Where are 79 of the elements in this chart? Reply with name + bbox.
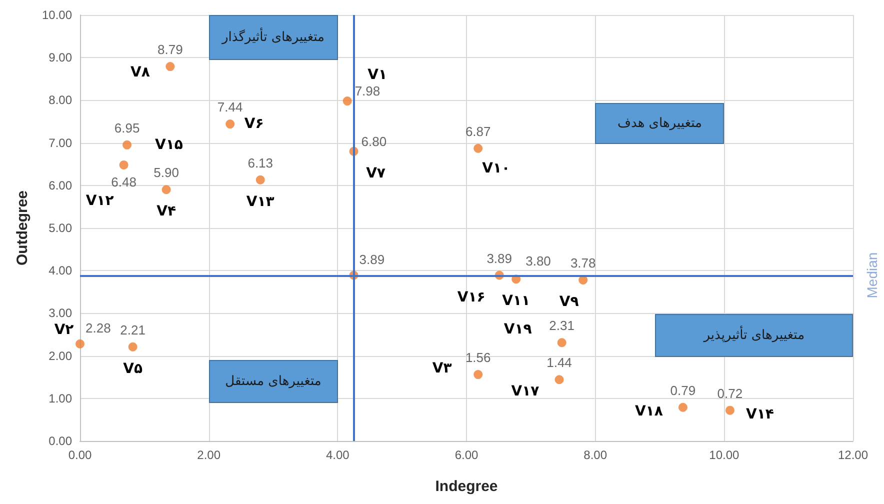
point [474,370,483,380]
annotation: V۶ [244,116,264,132]
text-box: متغییرهای هدف [595,102,724,144]
data-label: 3.80 [526,254,551,269]
x-tick-label: 2.00 [197,448,221,462]
point [128,342,138,352]
data-label: 6.13 [248,155,274,170]
y-tick-label: 2.00 [48,348,72,363]
annotation: V۱۹ [504,322,532,338]
annotation: V۵ [123,360,143,377]
y-tick-label: 9.00 [48,50,72,65]
annotation: V۱۳ [246,194,275,210]
y-tick-label: 0.00 [48,434,72,448]
point [162,185,171,194]
data-label: 2.28 [86,320,111,336]
x-axis-title: Indegree [435,478,498,495]
data-label: 8.79 [158,42,183,58]
point [474,144,483,153]
annotation: V۲ [54,322,74,338]
x-tick-label: 4.00 [326,448,350,462]
x-tick-label: 8.00 [584,448,608,462]
data-label: 5.90 [154,165,179,180]
data-label: 1.56 [465,350,491,366]
annotation: V۷ [366,165,386,182]
annotation: V۸ [130,64,150,81]
point [76,339,84,348]
point [342,96,352,106]
text-box: متغییرهای تأثیرگذار [208,15,338,60]
point [166,62,175,72]
y-axis-title: Outdegree [14,190,31,266]
point [122,140,132,150]
annotation: V۱۴ [746,406,774,422]
x-tick-label: 10.00 [709,448,740,462]
annotation: V۳ [432,360,452,377]
annotation: V۱۲ [86,192,114,209]
data-label: 7.44 [217,100,243,115]
y-tick-label: 4.00 [48,264,72,278]
annotation: V۱۱ [502,293,530,310]
data-label: 0.79 [670,382,696,398]
annotation: V۱۰ [482,160,510,176]
data-label: 3.89 [486,250,512,266]
annotation: V۱۶ [457,289,486,306]
y-tick-label: 6.00 [48,178,72,192]
text-box: متغییرهای مستقل [208,360,338,403]
y-tick-label: 7.00 [48,136,72,150]
point [119,160,128,170]
point [554,375,564,384]
data-label: 1.44 [546,355,572,370]
data-label: 6.87 [465,124,491,139]
y-tick-label: 1.00 [48,391,72,406]
point [557,338,566,348]
y-tick-label: 8.00 [48,93,72,108]
data-label: 6.80 [361,134,387,149]
y-tick-label: 3.00 [48,306,72,320]
data-label: 3.78 [570,255,596,270]
annotation: V۱۸ [634,403,664,420]
data-label: 0.72 [717,386,743,401]
annotation: V۹ [559,294,580,310]
x-tick-label: 6.00 [454,448,478,462]
ref-line-label: Median [864,252,880,298]
point [678,402,688,412]
point [226,120,235,129]
data-label: 7.98 [354,84,380,99]
data-label: 2.31 [549,318,574,334]
data-label: 6.95 [114,120,140,136]
annotation: V۴ [156,204,176,220]
point [725,406,734,415]
annotation: V۱۵ [155,136,184,153]
annotation: V۱ [368,67,388,84]
annotation: V۱۷ [511,384,540,400]
text-box: متغییرهای تأثیرپذیر [655,314,853,357]
x-tick-label: 0.00 [68,448,92,462]
point [256,175,265,184]
y-tick-label: 10.00 [42,8,72,22]
data-label: 6.48 [111,174,136,190]
x-tick-label: 12.00 [838,448,868,462]
data-label: 3.89 [359,252,385,267]
data-label: 2.21 [120,322,146,338]
y-tick-label: 5.00 [48,221,72,235]
